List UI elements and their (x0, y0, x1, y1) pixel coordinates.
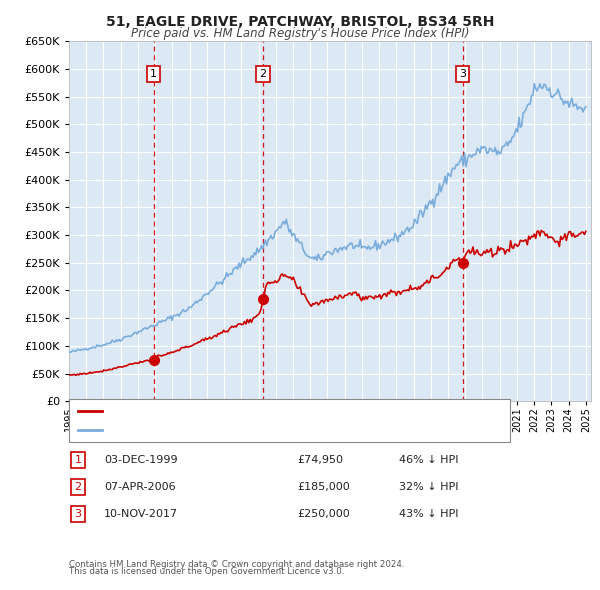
Text: 07-APR-2006: 07-APR-2006 (104, 482, 175, 492)
Text: 2: 2 (74, 482, 82, 492)
Text: £74,950: £74,950 (297, 455, 343, 465)
Text: 10-NOV-2017: 10-NOV-2017 (104, 509, 178, 519)
Text: 32% ↓ HPI: 32% ↓ HPI (399, 482, 458, 492)
Text: 1: 1 (150, 68, 157, 78)
Text: 51, EAGLE DRIVE, PATCHWAY, BRISTOL, BS34 5RH (detached house): 51, EAGLE DRIVE, PATCHWAY, BRISTOL, BS34… (107, 406, 461, 416)
Text: 3: 3 (460, 68, 466, 78)
Text: 03-DEC-1999: 03-DEC-1999 (104, 455, 178, 465)
Text: 3: 3 (74, 509, 82, 519)
Text: HPI: Average price, detached house, South Gloucestershire: HPI: Average price, detached house, Sout… (107, 425, 416, 435)
Text: £250,000: £250,000 (297, 509, 350, 519)
Text: 46% ↓ HPI: 46% ↓ HPI (399, 455, 458, 465)
Text: 51, EAGLE DRIVE, PATCHWAY, BRISTOL, BS34 5RH: 51, EAGLE DRIVE, PATCHWAY, BRISTOL, BS34… (106, 15, 494, 29)
Text: 1: 1 (74, 455, 82, 465)
Text: 43% ↓ HPI: 43% ↓ HPI (399, 509, 458, 519)
Text: This data is licensed under the Open Government Licence v3.0.: This data is licensed under the Open Gov… (69, 568, 344, 576)
Text: £185,000: £185,000 (297, 482, 350, 492)
Text: Price paid vs. HM Land Registry's House Price Index (HPI): Price paid vs. HM Land Registry's House … (131, 27, 469, 40)
Text: 2: 2 (260, 68, 267, 78)
Text: Contains HM Land Registry data © Crown copyright and database right 2024.: Contains HM Land Registry data © Crown c… (69, 560, 404, 569)
